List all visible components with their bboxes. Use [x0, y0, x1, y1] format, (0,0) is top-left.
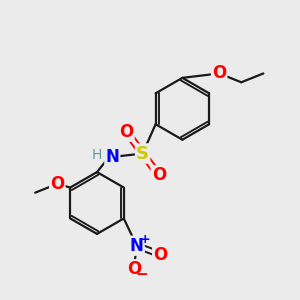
Text: O: O	[152, 166, 166, 184]
Text: H: H	[91, 148, 102, 162]
Text: N: N	[105, 148, 119, 166]
Text: −: −	[136, 267, 148, 282]
Text: O: O	[212, 64, 226, 82]
Text: S: S	[136, 145, 149, 163]
Text: O: O	[119, 123, 134, 141]
Text: O: O	[127, 260, 141, 278]
Text: O: O	[50, 175, 64, 193]
Text: N: N	[130, 237, 144, 255]
Text: +: +	[140, 233, 150, 246]
Text: O: O	[153, 245, 167, 263]
